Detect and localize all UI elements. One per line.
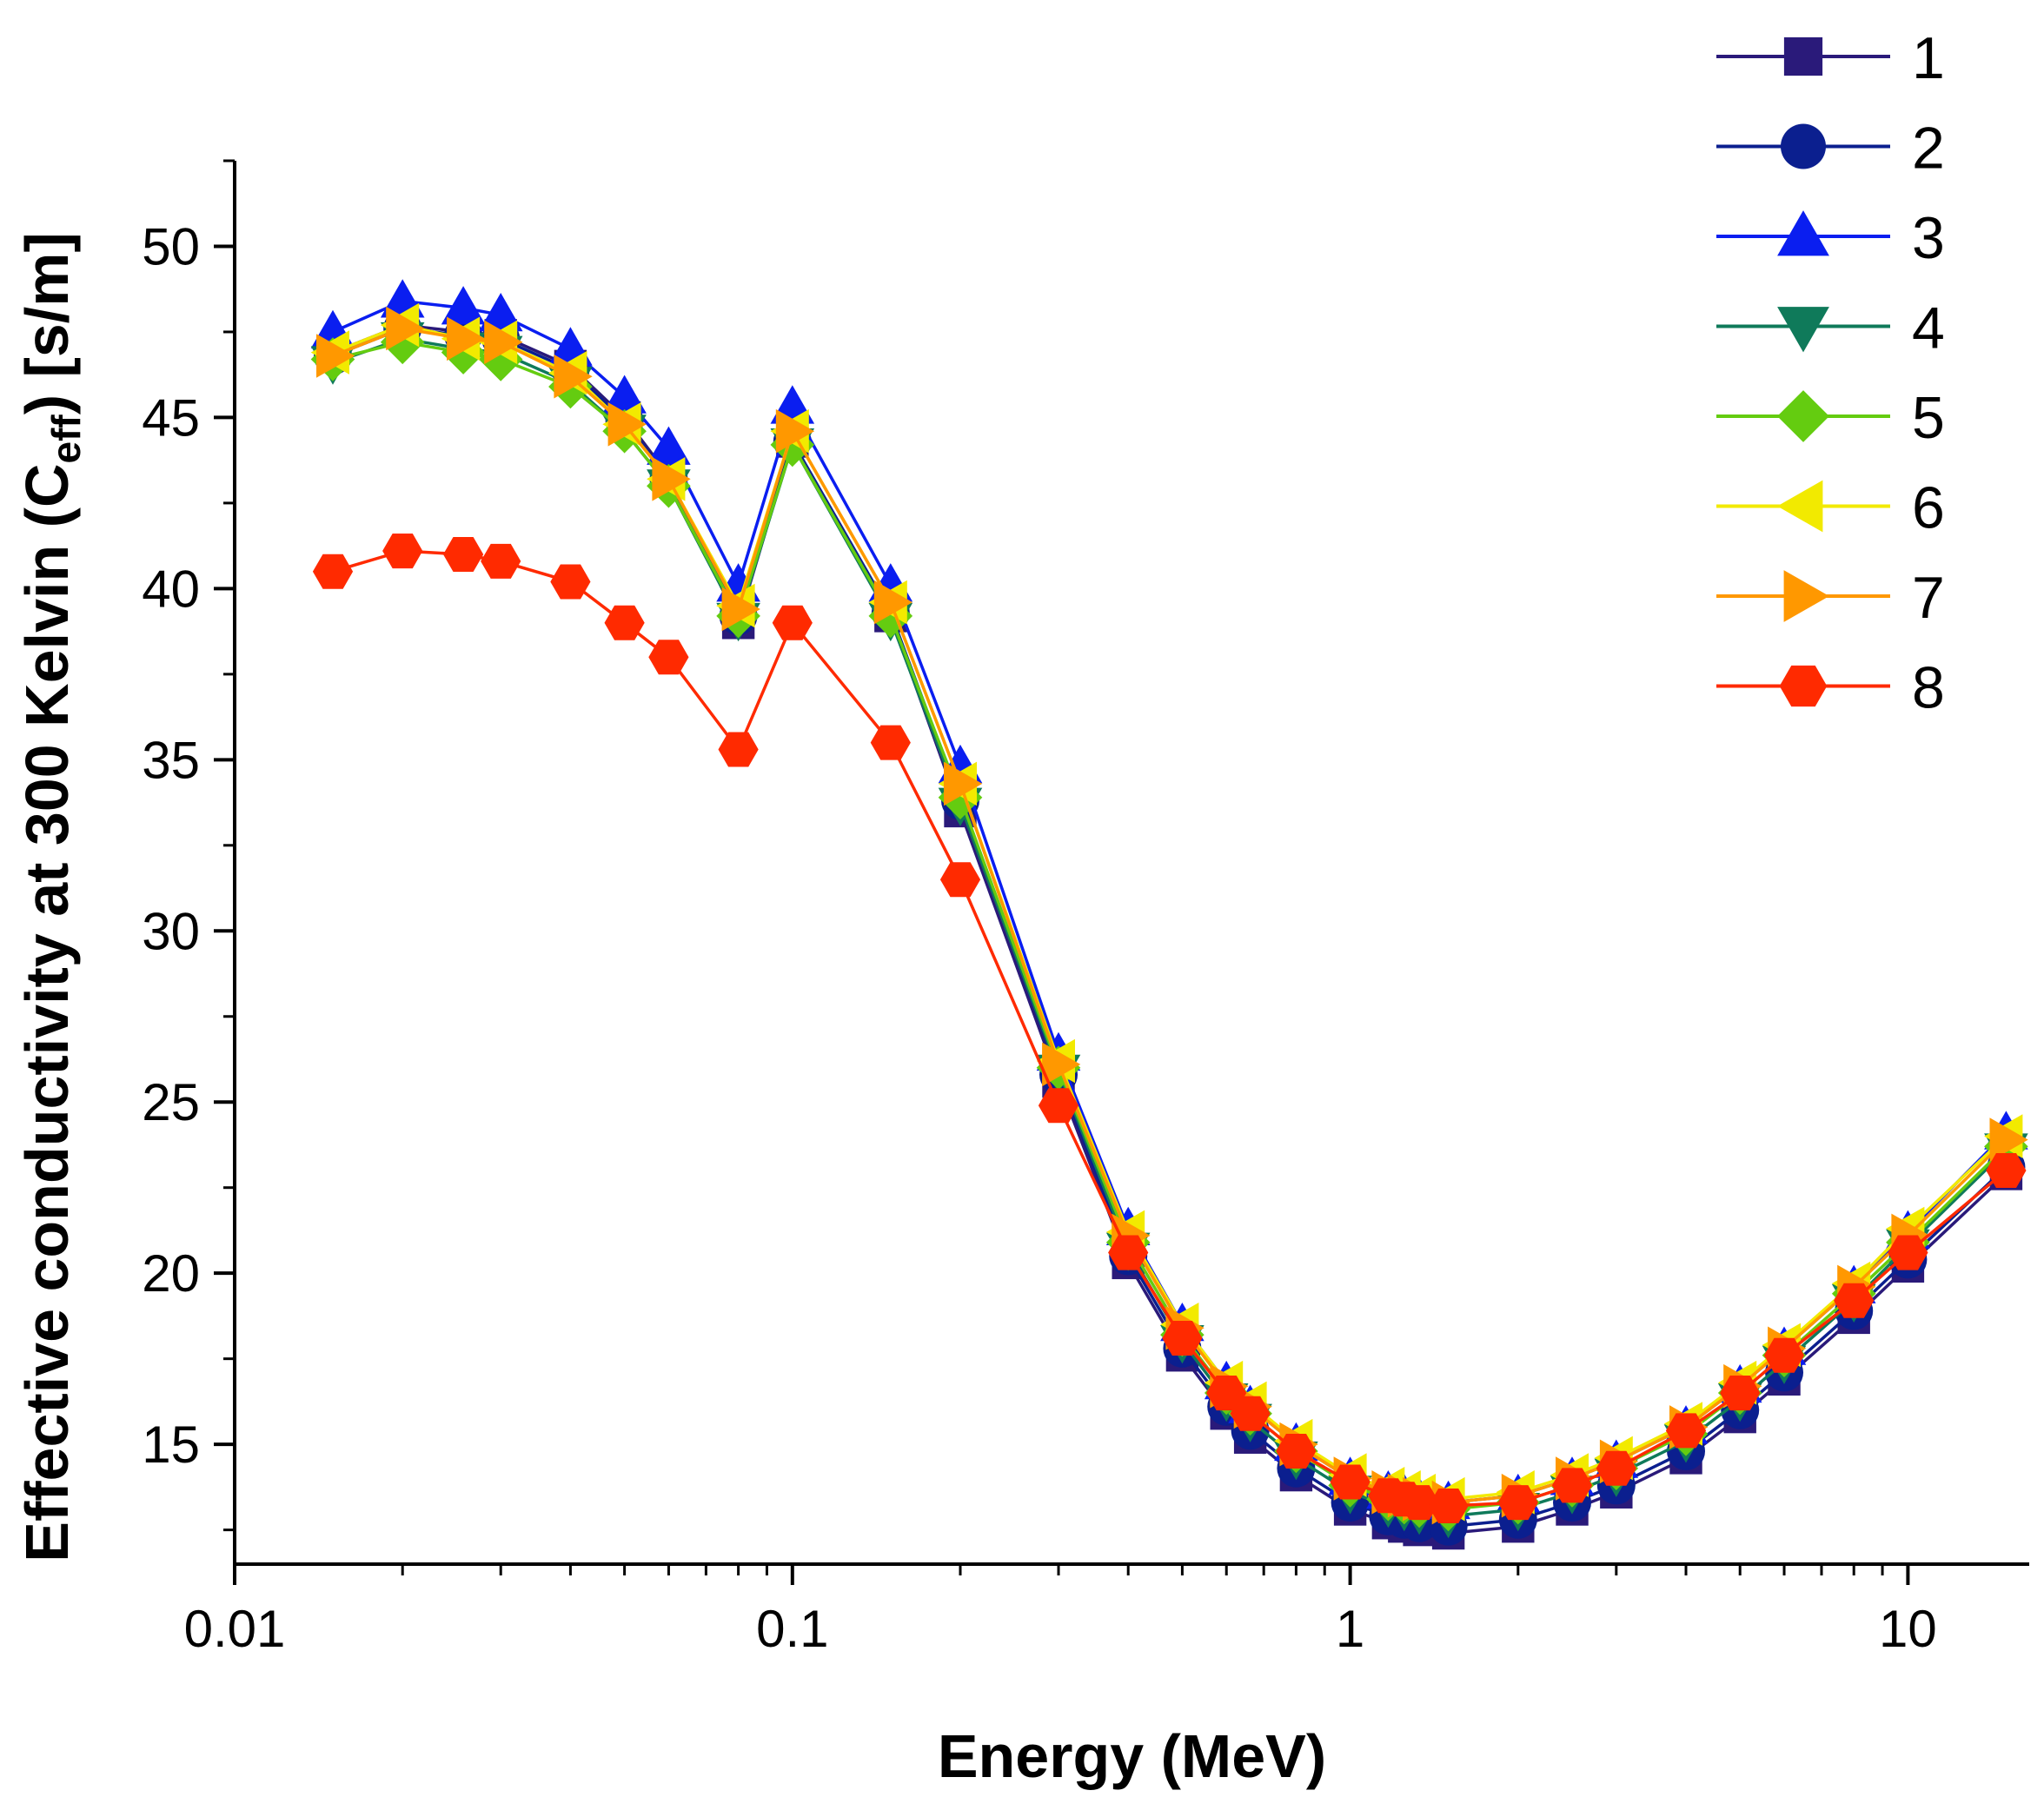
y-tick-label: 20	[142, 1244, 200, 1303]
series-7-point	[316, 334, 355, 378]
series-3-point	[441, 286, 486, 325]
series-7-point	[775, 408, 815, 454]
series-7-point	[386, 306, 425, 351]
series-8-point	[312, 554, 354, 589]
series-8-point	[1038, 1088, 1079, 1124]
series-8-point	[1428, 1489, 1469, 1523]
series-8-point	[481, 543, 521, 579]
series-8-point	[718, 732, 759, 767]
x-tick-label: 10	[1879, 1600, 1937, 1658]
series-8-point	[1162, 1321, 1203, 1356]
series-7-point	[484, 320, 523, 365]
x-tick-label: 0.1	[756, 1600, 828, 1658]
legend-marker	[1777, 210, 1829, 256]
legend-label: 4	[1912, 295, 1945, 361]
y-tick-label: 45	[142, 388, 200, 447]
series-7-point	[1989, 1117, 2028, 1162]
legend-item-2: 2	[1716, 116, 1945, 182]
legend-label: 1	[1912, 25, 1945, 91]
legend-marker	[1779, 665, 1828, 707]
y-axis-title-main: Effective conductivity at 300 Kelvin (C	[13, 463, 81, 1562]
legend-label: 7	[1912, 565, 1945, 631]
legend-label: 5	[1912, 385, 1945, 451]
series-8-point	[1888, 1235, 1928, 1270]
series-7-point	[447, 316, 486, 361]
legend-label: 3	[1912, 205, 1945, 271]
legend-item-7: 7	[1716, 565, 1945, 631]
legend-marker	[1781, 123, 1826, 169]
series-7-point	[944, 761, 983, 806]
series-7-point	[1042, 1042, 1081, 1087]
legend-item-5: 5	[1716, 385, 1945, 451]
legend-item-3: 3	[1716, 205, 1945, 271]
series-8-point	[1665, 1413, 1707, 1449]
y-axis-title-subscript: eff	[43, 414, 89, 464]
legend-marker	[1783, 570, 1829, 622]
series-8-point	[1763, 1337, 1805, 1373]
series-8-point	[939, 862, 981, 898]
series-7-point	[721, 587, 760, 632]
legend-marker	[1777, 307, 1829, 353]
series-8-point	[1206, 1376, 1247, 1411]
series-8-point	[1230, 1396, 1271, 1431]
y-tick-label: 40	[142, 560, 200, 618]
y-tick-label: 15	[142, 1416, 200, 1474]
axes	[233, 161, 2029, 1566]
series-8	[312, 534, 2027, 1523]
y-axis-title: Effective conductivity at 300 Kelvin (Ce…	[13, 232, 89, 1562]
y-tick-label: 30	[142, 902, 200, 960]
series-7-point	[652, 457, 691, 501]
legend-item-4: 4	[1716, 295, 1945, 361]
series-3-point	[647, 426, 691, 465]
legend: 1 2 3 4 5 6 7 8	[1716, 25, 1945, 721]
series-8-point	[1986, 1153, 2027, 1188]
series-3-point	[602, 375, 647, 414]
series-8-point	[1497, 1485, 1538, 1521]
series-8-point	[1276, 1434, 1317, 1469]
legend-label: 8	[1912, 655, 1945, 721]
series-layer	[310, 279, 2028, 1550]
series-3-point	[478, 293, 523, 332]
legend-marker	[1777, 480, 1823, 533]
series-8-point	[604, 605, 645, 640]
series-8-point	[1720, 1376, 1761, 1411]
x-tick-label: 1	[1336, 1600, 1364, 1658]
series-8-point	[443, 537, 484, 572]
x-tick-label: 0.01	[184, 1600, 286, 1658]
x-ticks: 0.01 0.1 1 10	[184, 1564, 1937, 1658]
series-8-point	[1108, 1235, 1149, 1270]
series-7-point	[554, 354, 593, 399]
series-8-point	[382, 534, 423, 569]
y-tick-label: 50	[142, 217, 200, 275]
y-ticks: 15 20 25 30 35 40 45 50	[142, 159, 235, 1532]
series-8-point	[1834, 1283, 1875, 1318]
series-8-point	[550, 564, 591, 600]
series-8-point	[870, 725, 911, 760]
series-8-point	[1330, 1464, 1370, 1500]
x-axis-title: Energy (MeV)	[938, 1722, 1326, 1790]
legend-label: 6	[1912, 475, 1945, 541]
series-8-point	[648, 640, 689, 675]
y-tick-label: 25	[142, 1073, 200, 1131]
y-axis-title-tail: ) [s/m]	[13, 232, 81, 414]
legend-marker	[1777, 390, 1829, 442]
y-tick-label: 35	[142, 731, 200, 789]
legend-label: 2	[1912, 116, 1945, 182]
legend-item-1: 1	[1716, 25, 1945, 91]
series-8-point	[1551, 1468, 1593, 1503]
series-7-point	[607, 402, 647, 447]
legend-item-6: 6	[1716, 475, 1945, 541]
series-7-point	[873, 580, 913, 625]
series-8-point	[772, 605, 813, 640]
series-8-point	[1399, 1485, 1440, 1521]
series-8-point	[1596, 1450, 1636, 1486]
legend-marker	[1783, 36, 1823, 76]
legend-item-8: 8	[1716, 655, 1945, 721]
